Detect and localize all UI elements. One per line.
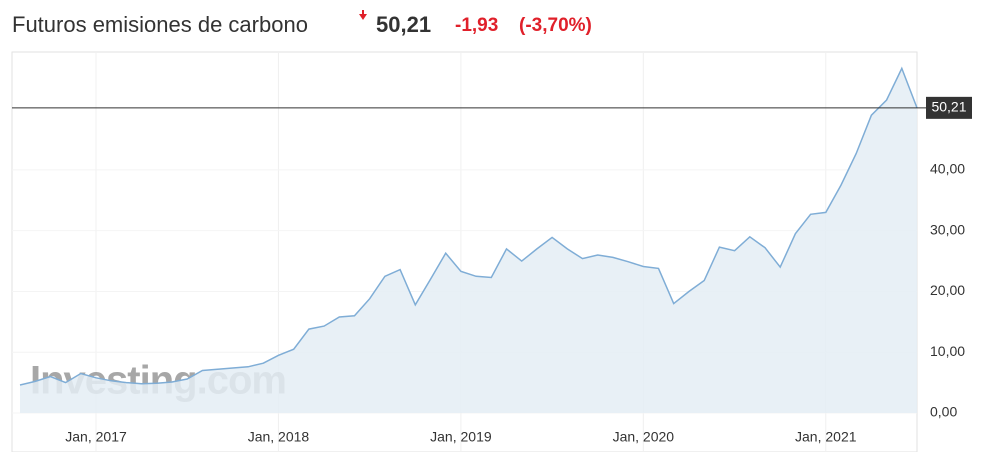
line (19, 66, 918, 386)
y-tick-label: 40,00 (930, 161, 965, 177)
chart-title: Futuros emisiones de carbono (12, 12, 308, 37)
x-tick-label: Jan, 2018 (248, 429, 310, 445)
y-tick-label: 0,00 (930, 404, 957, 420)
last-price-label: 50,21 (931, 99, 966, 115)
x-tick-label: Jan, 2017 (65, 429, 127, 445)
last-price-box (926, 96, 972, 119)
x-tick-label: Jan, 2021 (795, 429, 857, 445)
x-tick-label: Jan, 2020 (613, 429, 675, 445)
y-tick-label: 20,00 (930, 282, 965, 298)
change-percent: (-3,70%) (519, 15, 592, 36)
area (20, 68, 917, 414)
down-arrow-icon (359, 10, 367, 20)
change: -1,93 (455, 15, 498, 36)
price: 50,21 (376, 12, 431, 37)
y-tick-label: 30,00 (930, 221, 965, 237)
x-tick-label: Jan, 2019 (430, 429, 492, 445)
y-tick-label: 10,00 (930, 343, 965, 359)
